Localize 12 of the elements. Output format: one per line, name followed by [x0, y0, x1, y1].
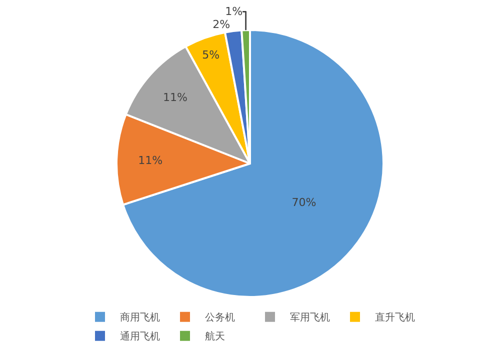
legend-label: 航天	[205, 330, 225, 343]
data-label: 70%	[292, 196, 316, 210]
legend-label: 直升飞机	[375, 312, 415, 324]
data-label: 5%	[202, 48, 220, 62]
legend-label: 军用飞机	[290, 312, 330, 324]
legend-label: 通用飞机	[120, 330, 160, 343]
data-label: 11%	[162, 91, 188, 104]
data-label: 1%	[225, 5, 243, 18]
data-label: 11%	[138, 154, 163, 167]
legend-label: 公务机	[205, 312, 235, 324]
legend-label: 商用飞机	[120, 312, 160, 324]
data-label: 2%	[212, 18, 230, 32]
